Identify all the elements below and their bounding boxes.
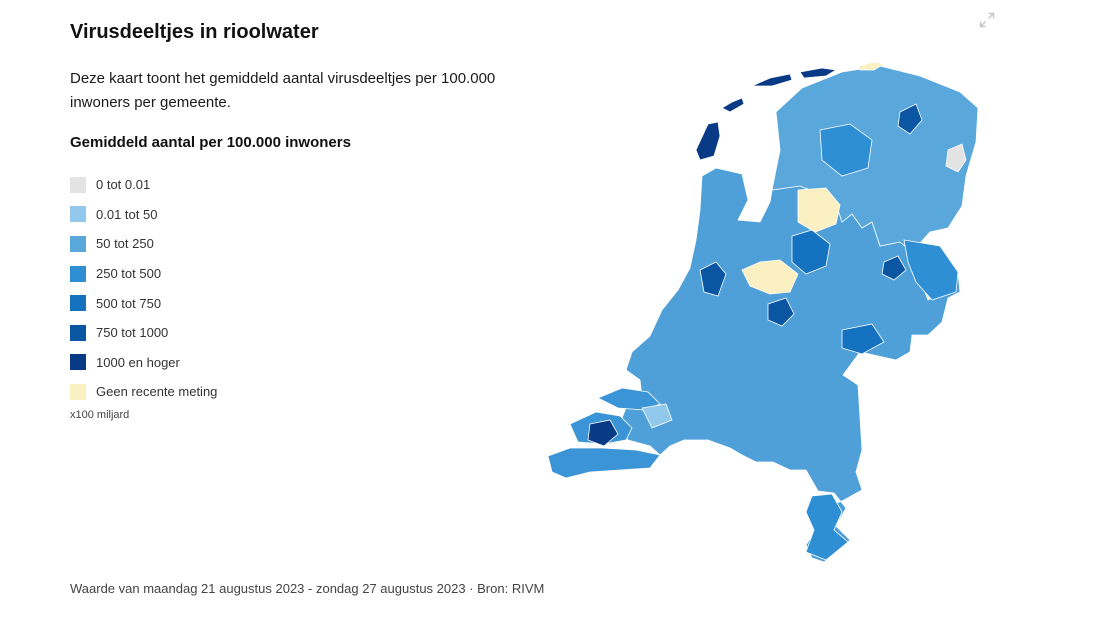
legend-label: Geen recente meting [96,384,218,400]
legend-swatch [70,265,86,282]
unit-note: x100 miljard [70,409,130,421]
legend-label: 250 tot 500 [96,266,162,282]
map-vlieland[interactable] [721,97,745,113]
legend-label: 50 tot 250 [96,236,154,252]
map-zeeland-south[interactable] [547,447,661,479]
expand-icon[interactable] [979,12,995,28]
map-region-gelderland-dark[interactable] [841,323,885,355]
map-ameland[interactable] [799,67,838,79]
netherlands-map [547,61,979,563]
legend-swatch [70,324,86,341]
map-description: Deze kaart toont het gemiddeld aantal vi… [70,70,496,111]
map-almere[interactable] [741,259,799,295]
legend-item: Geen recente meting [70,377,217,407]
map-region-brabant-light[interactable] [641,403,673,429]
legend-label: 750 tot 1000 [96,325,169,341]
map-region-utrecht[interactable] [767,297,795,327]
legend-item: 500 tot 750 [70,288,217,318]
map-region-friesland-mid[interactable] [819,123,873,177]
map-zeeland-middle[interactable] [597,387,661,411]
map-region-zeeland-dark[interactable] [587,419,619,447]
map-region-zwolle[interactable] [881,255,907,281]
map-title: Virusdeeltjes in rioolwater [70,21,319,43]
legend-label: 0.01 tot 50 [96,206,158,222]
map-texel[interactable] [695,121,721,161]
legend-item: 50 tot 250 [70,229,217,259]
map-region-ne-gray[interactable] [945,143,967,173]
legend: 0 tot 0.01 0.01 tot 50 50 tot 250 250 to… [70,170,217,407]
legend-item: 0 tot 0.01 [70,170,217,200]
legend-item: 750 tot 1000 [70,318,217,348]
map-region-overijssel[interactable] [903,239,959,301]
map-flevoland[interactable] [791,229,831,275]
map-schiermonnikoog[interactable] [857,61,886,71]
map-region-north-dark[interactable] [897,103,923,135]
legend-label: 0 tot 0.01 [96,177,151,193]
map-region-dark-randstad[interactable] [699,261,727,297]
legend-swatch [70,176,86,193]
legend-title: Gemiddeld aantal per 100.000 inwoners [70,134,351,151]
map-region-limburg[interactable] [805,493,849,561]
legend-swatch [70,235,86,252]
legend-label: 500 tot 750 [96,295,162,311]
legend-item: 0.01 tot 50 [70,200,217,230]
legend-swatch [70,295,86,312]
map-terschelling[interactable] [751,73,793,87]
legend-swatch [70,354,86,371]
map-north[interactable] [771,65,979,253]
legend-item: 1000 en hoger [70,348,217,378]
map-noordoostpolder[interactable] [797,187,841,233]
legend-swatch [70,383,86,400]
legend-swatch [70,206,86,223]
legend-item: 250 tot 500 [70,259,217,289]
source-footer: Waarde van maandag 21 augustus 2023 - zo… [70,581,545,596]
legend-label: 1000 en hoger [96,354,180,370]
